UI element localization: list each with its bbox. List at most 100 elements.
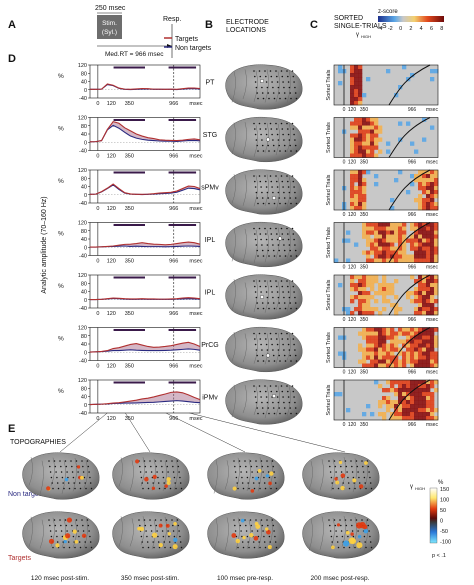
heatmap-cell [354,190,359,195]
heatmap-cell [434,190,439,195]
heatmap-cell [386,238,391,243]
difference-fill [90,391,200,405]
electrode-dot [295,97,298,100]
electrode-dot [292,285,295,288]
electrode-dot [160,460,162,462]
heatmap-cell [414,246,419,251]
response-label: Resp. [163,16,181,23]
heatmap-cell [382,295,387,300]
heatmap-cell [354,133,359,138]
sulcus-line [213,518,218,550]
electrode-dot [351,465,353,468]
heatmap-cell [362,279,367,284]
heatmap-cell [390,363,395,368]
legend: Targets Non targets [164,36,212,52]
heatmap-cell [414,392,419,397]
heatmap-cell [374,242,379,247]
heatmap-cell [406,291,411,296]
electrode-dot [149,519,151,521]
heatmap-x-tick-label: 350 [360,422,369,428]
electrode-brain [225,64,303,110]
electrode-dot [154,460,157,462]
heatmap-cell [434,206,439,211]
electrode-dot [265,291,268,293]
heatmap-cell [414,287,419,292]
heatmap-cell [346,408,351,413]
electrode-dot [72,476,75,479]
heatmap-cell [434,186,439,191]
y-unit-label: % [58,336,64,343]
heatmap-cell [370,327,375,332]
electrode-dot [266,349,269,351]
heatmap-cell [362,141,367,146]
sulcus-line [352,458,357,493]
x-tick-label: 120 [107,154,116,160]
activation-spot [235,538,241,544]
heatmap-cell [402,416,407,421]
activation-spot [240,518,245,523]
electrode-dot [141,541,143,543]
panel-c-colorbar: z-score γ HIGH -4 -2 0 2 4 6 8 [356,9,444,39]
heatmap-cell [422,238,427,243]
topo-colorbar-tick: 50 [440,508,446,514]
electrode-dot [260,460,263,462]
sulcus-line [242,228,247,263]
heatmap-cell [354,186,359,191]
sulcus-line [257,519,262,550]
x-tick-label: 120 [107,259,116,265]
electrode-dot [264,70,266,72]
electrode-dot [282,133,284,136]
electrode-dot [261,249,264,252]
electrode-dot [254,396,257,398]
region-label: PrCG [201,342,219,349]
heatmap-cell [430,412,435,417]
electrode-dot [259,180,262,183]
electrode-dot [160,519,162,521]
electrode-dot [256,197,259,199]
electrode-dot [294,349,296,351]
heatmap-cell [362,283,367,288]
electrode-dot [67,541,70,543]
y-tick-label: 120 [78,116,87,122]
electrode-dot [281,180,284,183]
electrode-dot [329,524,331,527]
electrode-dot [259,546,261,549]
electrode-dot [241,476,243,479]
colorbar-c-ticks: -4 -2 0 2 4 6 8 [378,26,444,32]
heatmap-cell [390,283,395,288]
heatmap-cell [374,117,379,122]
heatmap-cell [398,250,403,255]
heatmap-cell [410,238,415,243]
heatmap-cell [418,178,423,183]
electrode-dot [293,81,295,83]
heatmap-cell [410,412,415,417]
electrode-dot [169,546,172,549]
heatmap-cell [374,291,379,296]
electrode-dot [287,396,290,398]
heatmap-cell [346,307,351,312]
electrode-dot [266,296,269,299]
electrode-dot [157,535,159,538]
electrode-dot [276,396,279,398]
electrode-dot [367,465,370,468]
heatmap-cell [390,250,395,255]
heatmap-cell [414,408,419,413]
heatmap-cell [362,190,367,195]
electrode-dot [75,519,78,521]
heatmap-cell [358,359,363,364]
heatmap-cell [430,275,435,280]
heatmap-cell [410,355,415,360]
activation-spot [267,545,272,550]
sulcus-line [129,518,134,547]
electrode-dot [245,524,247,527]
sulcus-line [83,460,88,489]
heatmap-cell [382,242,387,247]
heatmap-cell [350,287,355,292]
electrode-dot [271,291,273,293]
heatmap-cell [394,246,399,251]
electrode-dot [266,460,268,462]
electrode-dot [262,530,264,532]
heatmap-cell [426,331,431,336]
electrode-brain [225,116,303,163]
electrode-dot [234,530,237,532]
